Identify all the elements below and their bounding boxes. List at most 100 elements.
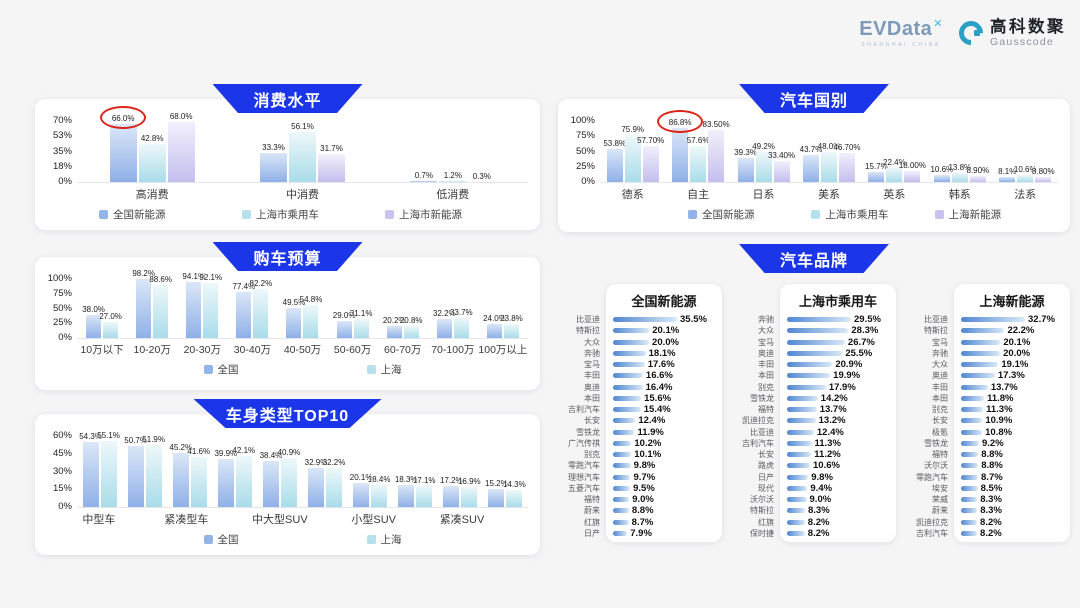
chart-legend: 全国新能源 上海市乘用车 上海市新能源 (77, 202, 528, 222)
brand-name: 零跑汽车 (568, 461, 600, 471)
bar: 32.2% (433, 309, 456, 338)
brand-row: 大众 19.1% (906, 359, 1070, 370)
category-axis: 10万以下 10-20万 20-30万 30-40万 40-50万 50-60万 60-70… (77, 339, 528, 357)
brand-row: 奥迪 16.4% (558, 382, 722, 393)
y-tick-label: 75% (575, 130, 595, 142)
brand-bar (613, 440, 632, 446)
brand-bar-zone: 10.9% (954, 415, 1070, 426)
y-tick-label: 100% (570, 115, 595, 126)
brand-name: 本田 (584, 393, 600, 403)
bar: 31.1% (350, 309, 372, 338)
brand-rows: 奔驰 29.5% 大众 28.3% 宝马 26.7% 奥迪 25.5% 丰田 20.9% 本田 19.… (732, 314, 896, 539)
brand-name: 奔驰 (584, 348, 600, 358)
brand-bar (787, 429, 814, 435)
brand-value: 8.8% (981, 449, 1003, 461)
bar: 43.7% (800, 145, 822, 182)
bar-group: 45.2% 41.6% (169, 435, 210, 507)
country-chart: 100% 75% 50% 25% 0% 53.8% 75.9% 57.70% 86.8% 57.6… (558, 99, 1070, 232)
bar: 48.0% (818, 142, 840, 182)
brand-name: 广汽传祺 (568, 438, 600, 448)
legend-label: 全国新能源 (702, 209, 755, 221)
brand-bar (961, 384, 988, 390)
bar-value-label: 0.7% (414, 171, 433, 181)
brand-name: 雪铁龙 (924, 438, 948, 448)
brand-bar-zone: 8.2% (780, 517, 896, 528)
plot-area: 38.0% 27.0% 98.2% 88.6% 94.1% 92.1% 77.4% 82.2%… (77, 269, 528, 339)
brand-name: 别克 (758, 382, 774, 392)
brand-bar-zone: 17.3% (954, 370, 1070, 381)
chart-legend: 全国 上海 (77, 527, 528, 547)
brand-value: 16.4% (645, 381, 673, 393)
brand-bar (961, 418, 983, 424)
brand-bar (787, 418, 816, 424)
brand-value: 10.2% (634, 437, 662, 449)
brand-bar-zone: 12.4% (606, 415, 722, 426)
brand-row: 广汽传祺 10.2% (558, 438, 722, 449)
panel-title: 消费水平 (253, 92, 322, 110)
bar: 49.5% (283, 298, 305, 338)
brand-value: 8.2% (807, 527, 830, 539)
bar-value-label: 82.2% (249, 278, 273, 288)
category-label: 韩系 (948, 189, 971, 201)
bar-value-label: 23.8% (500, 313, 523, 323)
brand-column-header: 上海新能源 (979, 294, 1045, 309)
category-label (396, 511, 440, 527)
brand-row: 别克 10.1% (558, 449, 722, 460)
brand-bar-zone: 9.0% (606, 494, 722, 505)
brand-name: 福特 (758, 405, 774, 415)
brand-name: 雪铁龙 (576, 427, 600, 437)
brand-bar-zone: 8.3% (780, 505, 896, 516)
brand-row: 吉利汽车 11.3% (732, 438, 896, 449)
brand-value: 26.7% (847, 336, 875, 348)
bar: 88.6% (149, 275, 172, 338)
bar-value-label: 48.0% (817, 142, 841, 152)
brand-name: 丰田 (584, 371, 600, 381)
brand-column: 上海新能源 比亚迪 32.7% 特斯拉 22.2% 宝马 20.1% 奔驰 20.0% 大众 19.… (906, 284, 1070, 542)
brand-row: 奥迪 17.3% (906, 370, 1070, 381)
category-axis: 德系 自主 日系 美系 英系 韩系 法系 (600, 183, 1058, 202)
brand-bar-zone: 13.7% (954, 382, 1070, 393)
brand-bar-zone: 9.7% (606, 472, 722, 483)
bar-value-label: 8.1% (998, 166, 1017, 176)
bar: 33.7% (450, 308, 473, 338)
brand-bar (613, 328, 650, 334)
brand-name: 大众 (932, 360, 948, 370)
panel-title: 购车预算 (253, 250, 322, 268)
bar: 54.3% (79, 432, 102, 507)
category-label: 60-70万 (384, 344, 422, 356)
consumption-chart: 70% 53% 35% 18% 0% 66.0% 42.8% 68.0% 33.3% 56.1% 3… (35, 99, 540, 230)
category-label: 中消费 (285, 189, 319, 201)
y-axis: 100% 75% 50% 25% 0% (41, 273, 77, 343)
brand-row: 日产 9.8% (732, 472, 896, 483)
brand-row: 特斯拉 20.1% (558, 325, 722, 336)
brand-bar (613, 339, 650, 345)
brand-bar-zone: 16.6% (606, 370, 722, 381)
brand-row: 保时捷 8.2% (732, 528, 896, 539)
y-tick-label: 0% (58, 332, 72, 343)
bar-value-label: 20.1% (349, 472, 373, 482)
bar-value-label: 54.8% (299, 295, 323, 305)
bar-group: 77.4% 82.2% (233, 278, 272, 338)
legend-label: 全国 (217, 364, 239, 376)
brand-bar (787, 317, 851, 323)
brand-value: 12.4% (638, 415, 666, 427)
bar: 50.7% (124, 436, 147, 507)
bar-value-label: 54.3% (79, 431, 102, 441)
brand-bar-zone: 19.1% (954, 359, 1070, 370)
brand-name: 本田 (758, 371, 774, 381)
bar-group: 10.6% 13.8% 8.90% (930, 120, 989, 182)
brand-bar (961, 440, 979, 446)
brand-name: 奥迪 (932, 371, 948, 381)
gausscode-icon (954, 16, 988, 51)
brand-row: 大众 28.3% (732, 325, 896, 336)
bar-value-label: 10.6% (1013, 165, 1037, 175)
legend-marker (366, 535, 376, 544)
bar-value-label: 33.40% (767, 151, 796, 161)
bar-value-label: 1.2% (443, 170, 462, 180)
bar: 42.1% (232, 446, 255, 507)
brand-name: 奥迪 (584, 382, 600, 392)
y-tick-label: 100% (47, 273, 72, 284)
bar-group: 66.0% 42.8% 68.0% (100, 105, 195, 182)
brand-value: 8.2% (980, 516, 1002, 528)
bar: 20.8% (400, 316, 423, 338)
